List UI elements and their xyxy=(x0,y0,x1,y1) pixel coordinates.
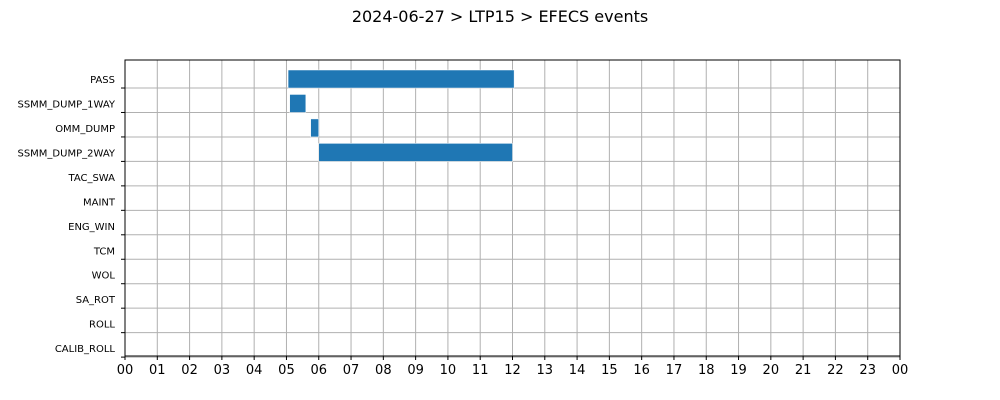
chart-title: 2024-06-27 > LTP15 > EFECS events xyxy=(352,7,648,26)
x-tick-label: 22 xyxy=(827,363,844,378)
event-bar xyxy=(318,143,513,162)
y-tick-label: ENG_WIN xyxy=(68,222,115,233)
x-tick-label: 20 xyxy=(763,363,780,378)
y-tick-label: PASS xyxy=(90,75,115,86)
x-tick-label: 06 xyxy=(310,363,327,378)
axis-ticks: 00 01 02 03 04 05 06 07 08 09 10 11 12 13 14 15 16 17 18 19… xyxy=(17,75,908,378)
x-tick-label: 14 xyxy=(569,363,586,378)
grid xyxy=(124,60,901,358)
x-tick-label: 13 xyxy=(537,363,554,378)
x-tick-label: 21 xyxy=(795,363,812,378)
y-tick-label: OMM_DUMP xyxy=(55,124,115,135)
x-tick-label: 04 xyxy=(246,363,263,378)
event-bar xyxy=(287,69,515,89)
y-tick-label: TAC_SWA xyxy=(67,173,115,184)
x-tick-label: 16 xyxy=(633,363,650,378)
y-tick-label: SA_ROT xyxy=(76,295,116,306)
x-tick-label: 08 xyxy=(375,363,392,378)
y-tick-label: MAINT xyxy=(83,197,116,208)
x-tick-label: 00 xyxy=(117,363,134,378)
y-tick-label: TCM xyxy=(93,246,115,257)
x-tick-label: 10 xyxy=(440,363,457,378)
x-tick-label: 01 xyxy=(149,363,166,378)
x-tick-label: 15 xyxy=(601,363,618,378)
x-tick-label: 18 xyxy=(698,363,715,378)
event-bar xyxy=(310,118,320,138)
x-tick-label: 03 xyxy=(214,363,231,378)
x-tick-label: 11 xyxy=(472,363,489,378)
x-tick-label: 23 xyxy=(859,363,876,378)
x-tick-label: 17 xyxy=(666,363,683,378)
y-tick-label: CALIB_ROLL xyxy=(55,344,116,355)
event-bar xyxy=(289,94,307,113)
y-tick-label: SSMM_DUMP_2WAY xyxy=(17,148,115,159)
y-tick-label: ROLL xyxy=(89,320,115,331)
x-tick-label: 07 xyxy=(343,363,360,378)
x-tick-label: 05 xyxy=(278,363,295,378)
x-tick-label: 19 xyxy=(730,363,747,378)
x-tick-label: 09 xyxy=(407,363,424,378)
y-tick-label: SSMM_DUMP_1WAY xyxy=(17,99,115,110)
x-tick-label: 00 xyxy=(892,363,909,378)
bars xyxy=(287,69,515,162)
x-tick-label: 12 xyxy=(504,363,521,378)
y-tick-label: WOL xyxy=(92,271,116,282)
x-tick-label: 02 xyxy=(181,363,198,378)
